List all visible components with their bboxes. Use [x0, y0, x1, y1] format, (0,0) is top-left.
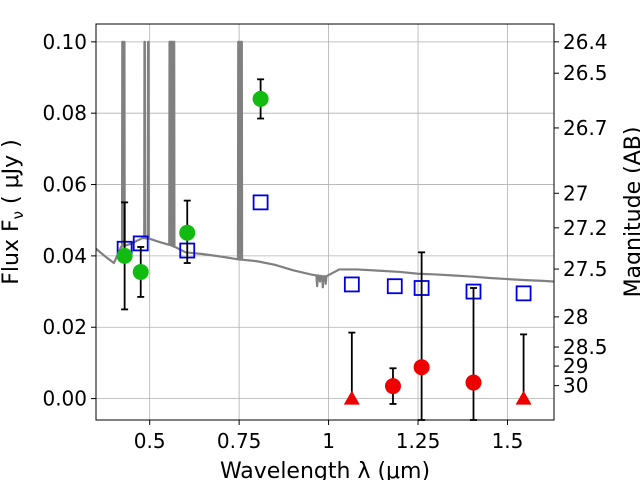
magnitude-tick-label: 26.4 — [563, 30, 608, 54]
y-tick-label: 0.04 — [42, 244, 87, 268]
observed-points — [116, 90, 532, 405]
y-tick-label: 0.02 — [42, 315, 87, 339]
model-spectrum — [95, 40, 555, 289]
y-tick-label: 0.06 — [42, 173, 87, 197]
x-tick-label: 1.25 — [396, 429, 441, 453]
upper-limit-triangle — [515, 390, 532, 405]
plot-frame — [95, 23, 555, 421]
detection-point — [252, 90, 269, 107]
y-axis-label-main: Flux F — [0, 219, 24, 284]
non-detection-point — [413, 359, 430, 376]
non-detection-point — [465, 374, 482, 391]
detection-point — [179, 224, 196, 241]
y-axis-ticks: 0.00 0.02 0.04 0.06 0.08 0.10 — [42, 30, 96, 411]
magnitude-tick-label: 26.5 — [563, 61, 608, 85]
upper-limit-triangle — [343, 390, 360, 405]
x-tick-label: 0.5 — [134, 429, 166, 453]
detection-point — [116, 247, 133, 264]
magnitude-tick-label: 27 — [563, 181, 588, 205]
magnitude-tick-label: 26.7 — [563, 116, 608, 140]
x-tick-label: 1.5 — [492, 429, 524, 453]
magnitude-tick-label: 30 — [563, 374, 588, 398]
y-tick-label: 0.08 — [42, 101, 87, 125]
grid — [96, 24, 554, 420]
detection-point — [132, 263, 149, 280]
model-spectrum-line — [95, 40, 555, 289]
y-axis-label: Flux Fν ( μJy ) — [0, 139, 27, 284]
y-tick-label: 0.00 — [42, 387, 87, 411]
y-tick-label: 0.10 — [42, 30, 87, 54]
model-photometry-square — [386, 278, 403, 295]
magnitude-tick-label: 28.5 — [563, 335, 608, 359]
non-detection-point — [384, 378, 401, 395]
model-photometry-square — [252, 194, 269, 211]
x-axis-ticks: 0.5 0.75 1 1.25 1.5 — [134, 420, 524, 453]
x-tick-label: 1 — [322, 429, 335, 453]
y-axis-label-subscript: ν — [9, 211, 27, 219]
y-axis-label-unit: ( μJy ) — [0, 139, 24, 211]
model-photometry-square — [343, 276, 360, 293]
magnitude-tick-label: 27.5 — [563, 257, 608, 281]
magnitude-tick-label: 28 — [563, 305, 588, 329]
x-tick-label: 0.75 — [217, 429, 262, 453]
magnitude-tick-label: 29 — [563, 354, 588, 378]
magnitude-axis-label: Magnitude (AB) — [621, 127, 640, 298]
magnitude-tick-label: 27.2 — [563, 216, 608, 240]
model-photometry-square — [515, 285, 532, 302]
x-axis-label: Wavelength λ (μm) — [220, 459, 430, 480]
